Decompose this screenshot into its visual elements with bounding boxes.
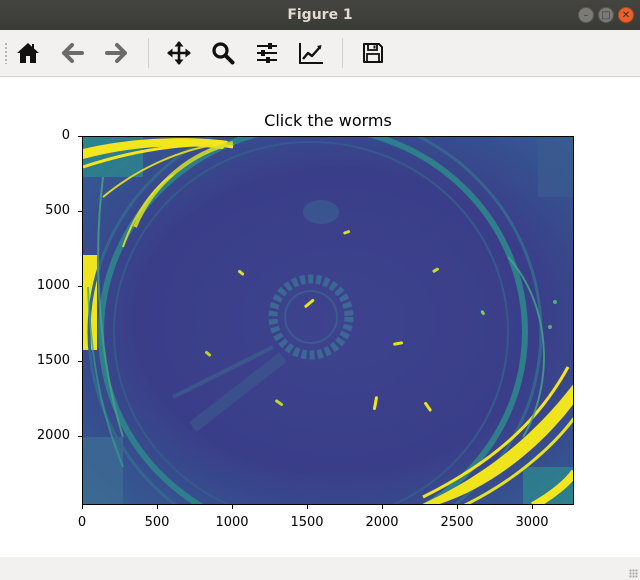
worm-mark (553, 300, 557, 304)
arrow-left-icon (62, 43, 84, 63)
worm-mark (373, 396, 378, 411)
x-tick-label: 3000 (515, 515, 549, 530)
x-tick-mark (232, 505, 233, 509)
move-icon (167, 41, 191, 65)
floppy-icon (363, 43, 383, 63)
worm-mark (238, 269, 245, 276)
dish-reflection (133, 141, 234, 228)
x-tick-mark (382, 505, 383, 509)
dish-reflection (507, 256, 545, 438)
home-icon (17, 43, 39, 63)
dish-rim (98, 137, 528, 504)
zoom-button[interactable] (208, 38, 238, 68)
dish-rim (113, 141, 509, 504)
worm-mark (205, 350, 212, 357)
worm-mark (548, 325, 552, 329)
x-tick-label: 1500 (290, 515, 324, 530)
y-tick-label: 2000 (36, 428, 70, 443)
dish-reflection (422, 366, 570, 499)
navigation-toolbar (0, 30, 640, 77)
forward-button[interactable] (101, 38, 131, 68)
corner-region (538, 137, 573, 197)
corner-region (83, 437, 123, 504)
edit-axis-button[interactable] (296, 38, 326, 68)
figure-canvas[interactable]: Click the worms (0, 77, 640, 557)
y-tick-mark (78, 436, 82, 437)
dish-reflection (122, 174, 174, 248)
y-tick-mark (78, 286, 82, 287)
close-button[interactable]: ✕ (618, 7, 634, 23)
worm-mark (343, 230, 351, 235)
toolbar-grip[interactable] (4, 42, 8, 64)
x-tick-mark (532, 505, 533, 509)
y-tick-label: 500 (45, 203, 70, 218)
worm-mark (275, 399, 284, 406)
status-bar (0, 557, 640, 580)
y-tick-label: 1500 (36, 353, 70, 368)
x-tick-mark (457, 505, 458, 509)
chart-line-icon (299, 43, 323, 64)
arrow-right-icon (105, 43, 127, 63)
resize-grip[interactable] (629, 569, 638, 578)
x-tick-mark (157, 505, 158, 509)
pan-button[interactable] (164, 38, 194, 68)
plot-title: Click the worms (264, 111, 392, 130)
dish-rim (87, 137, 543, 504)
center-ring (284, 290, 338, 344)
dish-reflection (102, 144, 214, 198)
worm-mark (424, 401, 432, 412)
y-tick-mark (78, 361, 82, 362)
y-tick-label: 1000 (36, 278, 70, 293)
home-button[interactable] (13, 38, 43, 68)
arm-shadow (189, 352, 287, 432)
worm-mark (393, 341, 404, 346)
maximize-button[interactable]: □ (598, 7, 614, 23)
sliders-icon (257, 43, 277, 63)
dish-edge (87, 286, 124, 468)
x-tick-label: 2000 (365, 515, 399, 530)
x-tick-mark (82, 505, 83, 509)
subplots-button[interactable] (252, 38, 282, 68)
dish-reflection (463, 417, 573, 504)
worm-mark (480, 310, 485, 316)
dish-reflection (531, 469, 573, 504)
x-tick-label: 1000 (215, 515, 249, 530)
microscope-image (83, 137, 573, 504)
dish-edge (97, 176, 124, 438)
back-button[interactable] (58, 38, 88, 68)
save-button[interactable] (358, 38, 388, 68)
x-tick-label: 500 (144, 515, 170, 530)
worm-mark (432, 267, 439, 273)
image-axes[interactable] (82, 136, 574, 505)
window-title: Figure 1 (287, 7, 353, 23)
y-tick-mark (78, 136, 82, 137)
center-ring (268, 274, 354, 360)
bright-spot (303, 200, 339, 224)
x-tick-mark (307, 505, 308, 509)
worm-mark (304, 298, 315, 308)
x-tick-label: 2500 (440, 515, 474, 530)
x-tick-label: 0 (77, 515, 87, 530)
toolbar-separator (148, 38, 149, 68)
dish-reflection (83, 138, 228, 159)
window-titlebar[interactable]: Figure 1 – □ ✕ (0, 0, 640, 30)
minimize-button[interactable]: – (578, 7, 594, 23)
toolbar-separator (342, 38, 343, 68)
y-tick-label: 0 (61, 128, 70, 143)
y-tick-mark (78, 211, 82, 212)
zoom-icon (212, 42, 235, 65)
arm-shadow (172, 345, 274, 399)
